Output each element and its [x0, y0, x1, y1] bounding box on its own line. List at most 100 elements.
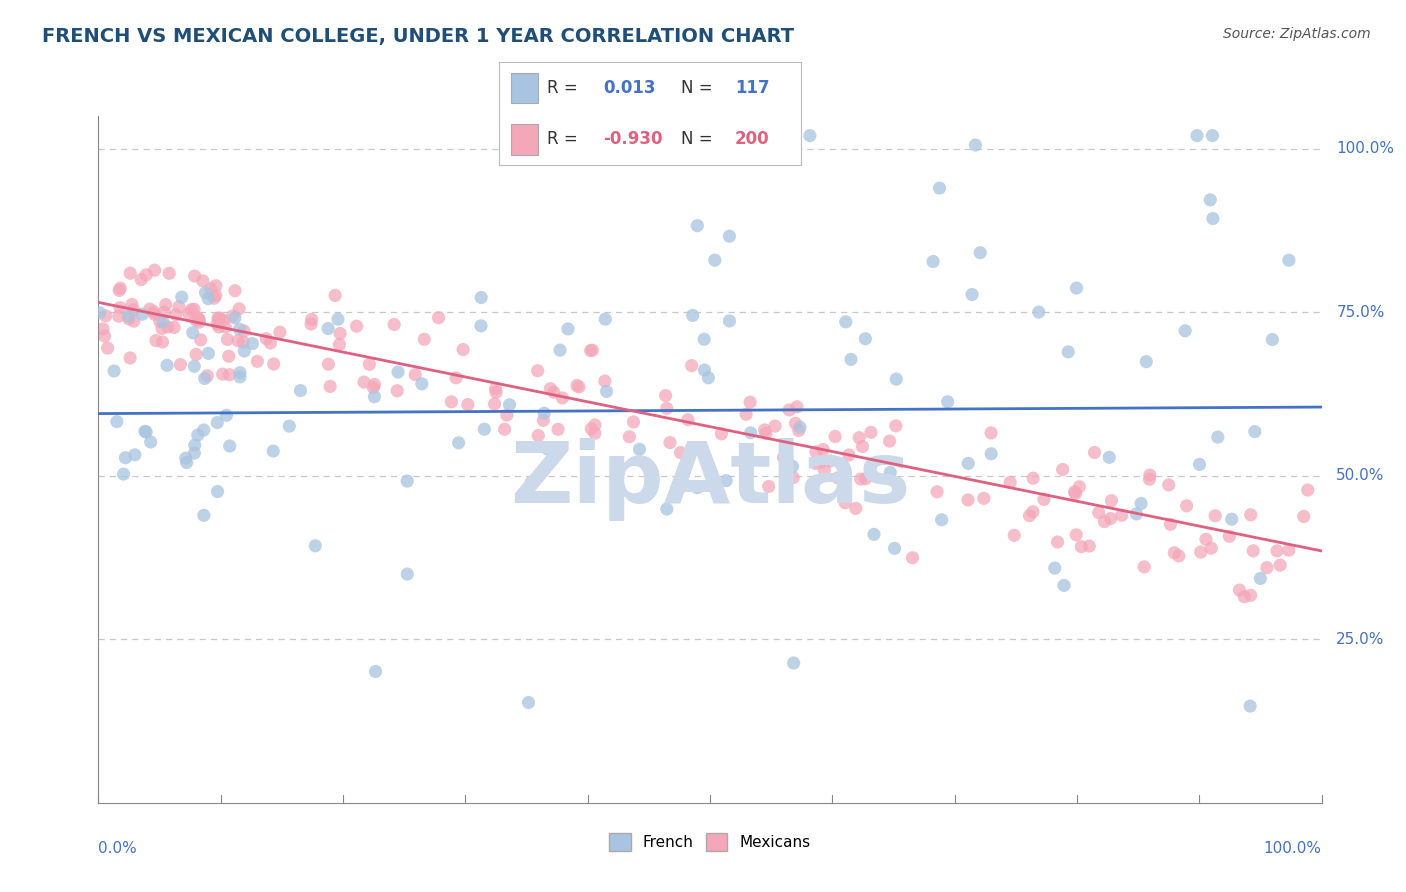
- Point: [659, 435, 682, 450]
- Point: [1087, 506, 1109, 520]
- Point: [197, 292, 219, 306]
- Point: [1032, 492, 1054, 507]
- Point: [1002, 528, 1025, 542]
- Point: [188, 312, 211, 326]
- Point: [224, 310, 246, 325]
- Point: [139, 434, 162, 449]
- Point: [163, 320, 186, 334]
- Point: [1022, 505, 1045, 519]
- Point: [451, 343, 474, 357]
- Point: [205, 278, 228, 293]
- Point: [537, 442, 560, 456]
- Point: [1268, 558, 1291, 573]
- Point: [143, 307, 166, 321]
- Point: [818, 454, 841, 468]
- Point: [472, 422, 495, 436]
- Point: [124, 448, 146, 462]
- Point: [1046, 535, 1069, 549]
- Point: [956, 492, 979, 507]
- Point: [786, 400, 808, 414]
- Point: [129, 272, 152, 286]
- Point: [396, 474, 419, 488]
- Point: [568, 380, 591, 394]
- Point: [763, 419, 786, 434]
- Point: [153, 305, 176, 319]
- Point: [328, 337, 350, 351]
- Point: [155, 298, 177, 312]
- Point: [1028, 305, 1050, 319]
- Text: 100.0%: 100.0%: [1336, 141, 1395, 156]
- Point: [304, 539, 326, 553]
- Point: [1195, 533, 1218, 547]
- Point: [246, 354, 269, 368]
- Bar: [512, 73, 538, 103]
- Point: [233, 324, 256, 338]
- Point: [120, 266, 142, 280]
- Point: [583, 417, 606, 432]
- Point: [221, 309, 243, 323]
- Point: [531, 413, 554, 427]
- Point: [1098, 450, 1121, 465]
- Point: [925, 484, 948, 499]
- Point: [811, 442, 834, 457]
- Point: [517, 696, 540, 710]
- Point: [1133, 559, 1156, 574]
- Point: [316, 321, 339, 335]
- Point: [121, 297, 143, 311]
- Point: [120, 351, 142, 365]
- Point: [980, 425, 1002, 440]
- Text: 0.013: 0.013: [603, 78, 657, 96]
- Point: [901, 550, 924, 565]
- Point: [262, 444, 284, 458]
- Point: [207, 311, 229, 326]
- Point: [382, 318, 405, 332]
- Point: [851, 440, 873, 454]
- Point: [214, 320, 236, 334]
- Point: [212, 313, 235, 327]
- Point: [94, 309, 117, 323]
- Point: [1189, 545, 1212, 559]
- Point: [157, 266, 180, 280]
- Point: [152, 315, 174, 329]
- Point: [363, 380, 385, 394]
- Point: [710, 426, 733, 441]
- Point: [103, 364, 125, 378]
- Point: [772, 450, 794, 465]
- Point: [1066, 281, 1088, 295]
- Point: [813, 463, 835, 477]
- Point: [669, 445, 692, 459]
- Point: [703, 253, 725, 268]
- Point: [1278, 543, 1301, 558]
- Point: [218, 368, 240, 382]
- Point: [859, 425, 882, 440]
- Point: [1265, 544, 1288, 558]
- Point: [169, 358, 191, 372]
- Point: [226, 334, 249, 348]
- Point: [1063, 484, 1085, 499]
- Point: [89, 306, 111, 320]
- Point: [195, 368, 218, 383]
- Point: [396, 567, 419, 582]
- Point: [884, 418, 907, 433]
- Point: [224, 284, 246, 298]
- Point: [494, 422, 516, 436]
- Point: [1139, 472, 1161, 486]
- Point: [290, 384, 312, 398]
- Point: [263, 357, 285, 371]
- Point: [1188, 458, 1211, 472]
- Point: [1185, 128, 1208, 143]
- Point: [654, 388, 676, 402]
- Point: [259, 336, 281, 351]
- Point: [1064, 486, 1087, 500]
- Point: [194, 285, 217, 300]
- Point: [110, 281, 132, 295]
- Point: [686, 219, 709, 233]
- Point: [1249, 572, 1271, 586]
- Point: [97, 341, 120, 355]
- Point: [202, 291, 225, 305]
- Point: [789, 420, 811, 434]
- Point: [228, 301, 250, 316]
- Point: [839, 352, 862, 367]
- Point: [848, 431, 870, 445]
- Point: [413, 332, 436, 346]
